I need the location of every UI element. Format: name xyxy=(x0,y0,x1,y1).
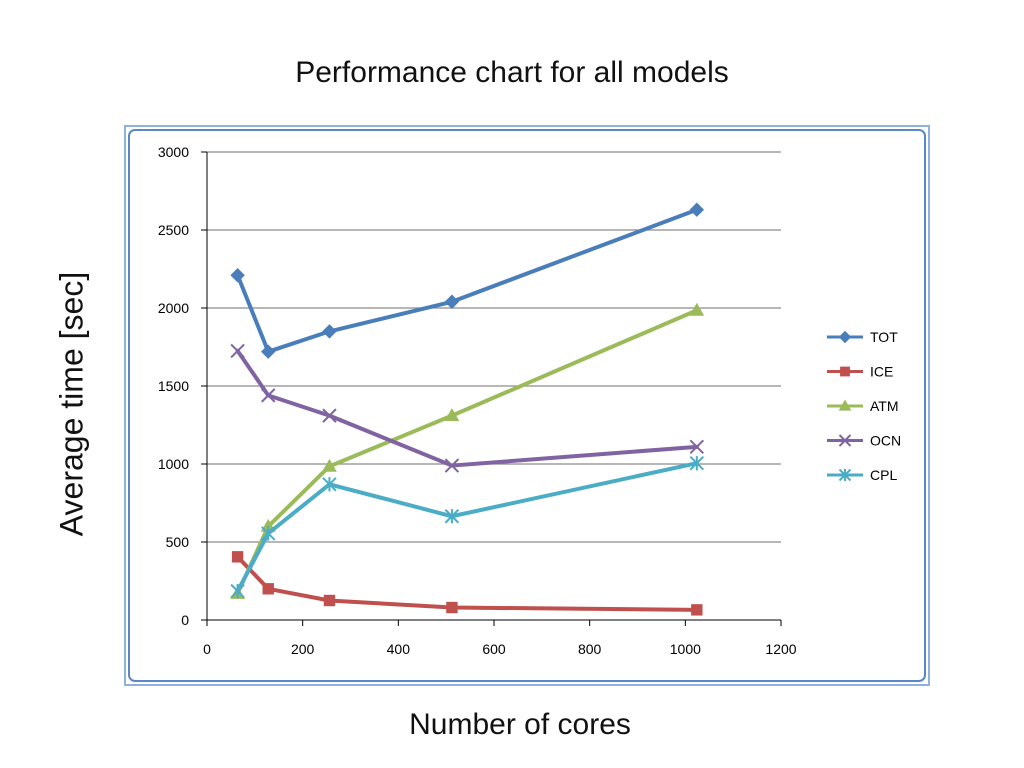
legend-marker-tot xyxy=(838,330,852,344)
data-point-tot xyxy=(322,324,337,339)
data-point-cpl xyxy=(689,456,705,471)
data-point-atm xyxy=(322,458,337,472)
x-tick-label: 800 xyxy=(578,641,602,657)
chart-border-inner xyxy=(128,129,926,682)
x-tick-label: 1000 xyxy=(670,641,701,657)
y-tick-labels: 0 500 1000 1500 2000 2500 3000 xyxy=(158,144,189,628)
data-point-tot xyxy=(444,294,460,309)
series-cpl xyxy=(230,456,705,599)
y-tick-label: 0 xyxy=(181,612,189,628)
legend-item-ocn: OCN xyxy=(827,433,901,449)
data-point-tot xyxy=(230,268,245,283)
data-point-cpl xyxy=(322,477,337,492)
chart-border xyxy=(124,125,930,686)
series-tot xyxy=(230,202,705,359)
x-tick-label: 1200 xyxy=(765,641,796,657)
data-point-ocn xyxy=(689,439,705,455)
data-point-tot xyxy=(689,202,705,217)
legend-marker-ocn xyxy=(838,434,852,447)
data-point-cpl xyxy=(261,526,276,541)
legend-item-ice: ICE xyxy=(827,364,893,380)
y-tick-label: 1000 xyxy=(158,456,189,472)
data-point-atm xyxy=(689,302,705,316)
data-point-ocn xyxy=(444,458,460,473)
legend-item-cpl: CPL xyxy=(827,467,897,483)
x-tick-label: 200 xyxy=(291,641,315,657)
x-axis-title: Number of cores xyxy=(409,708,631,741)
y-tick-label: 2500 xyxy=(158,222,189,238)
legend: TOT ICE ATM OCN CPL xyxy=(827,329,901,483)
x-tick-labels: 0 200 400 600 800 1000 1200 xyxy=(203,620,797,657)
data-point-ocn xyxy=(322,408,337,423)
legend-label-tot: TOT xyxy=(870,329,898,345)
series-ocn xyxy=(230,343,705,473)
x-tick-label: 600 xyxy=(482,641,506,657)
y-axis-title: Average time [sec] xyxy=(53,271,90,537)
legend-label-atm: ATM xyxy=(870,398,899,414)
y-tick-label: 2000 xyxy=(158,300,189,316)
data-point-ice xyxy=(446,601,458,614)
legend-marker-ice xyxy=(840,366,850,377)
y-tick-label: 3000 xyxy=(158,144,189,160)
data-point-ocn xyxy=(230,343,245,359)
series-ice xyxy=(231,551,703,616)
legend-label-ocn: OCN xyxy=(870,433,901,449)
data-point-cpl xyxy=(444,509,460,524)
legend-label-cpl: CPL xyxy=(870,467,897,483)
gridlines xyxy=(201,151,781,621)
data-point-ice xyxy=(691,604,703,616)
x-tick-label: 0 xyxy=(203,641,211,657)
data-point-tot xyxy=(261,344,276,359)
series xyxy=(230,202,705,616)
legend-marker-atm xyxy=(838,399,852,411)
legend-marker-cpl xyxy=(838,468,852,482)
legend-item-tot: TOT xyxy=(827,329,898,345)
data-point-cpl xyxy=(230,583,245,599)
data-point-ice xyxy=(231,551,244,563)
data-point-ice xyxy=(262,583,274,595)
y-tick-label: 1500 xyxy=(158,378,189,394)
x-tick-label: 400 xyxy=(387,641,411,657)
chart-frame[interactable]: 0 500 1000 1500 2000 2500 3000 0 200 400 600 800 10… xyxy=(124,125,930,686)
legend-label-ice: ICE xyxy=(870,364,893,380)
data-point-ice xyxy=(323,594,336,607)
data-point-atm xyxy=(444,408,460,422)
y-tick-label: 500 xyxy=(166,534,190,550)
legend-item-atm: ATM xyxy=(827,398,899,414)
data-point-ocn xyxy=(261,388,276,403)
chart-title: Performance chart for all models xyxy=(295,56,729,89)
chart-svg: 0 500 1000 1500 2000 2500 3000 0 200 400 600 800 10… xyxy=(124,125,930,686)
